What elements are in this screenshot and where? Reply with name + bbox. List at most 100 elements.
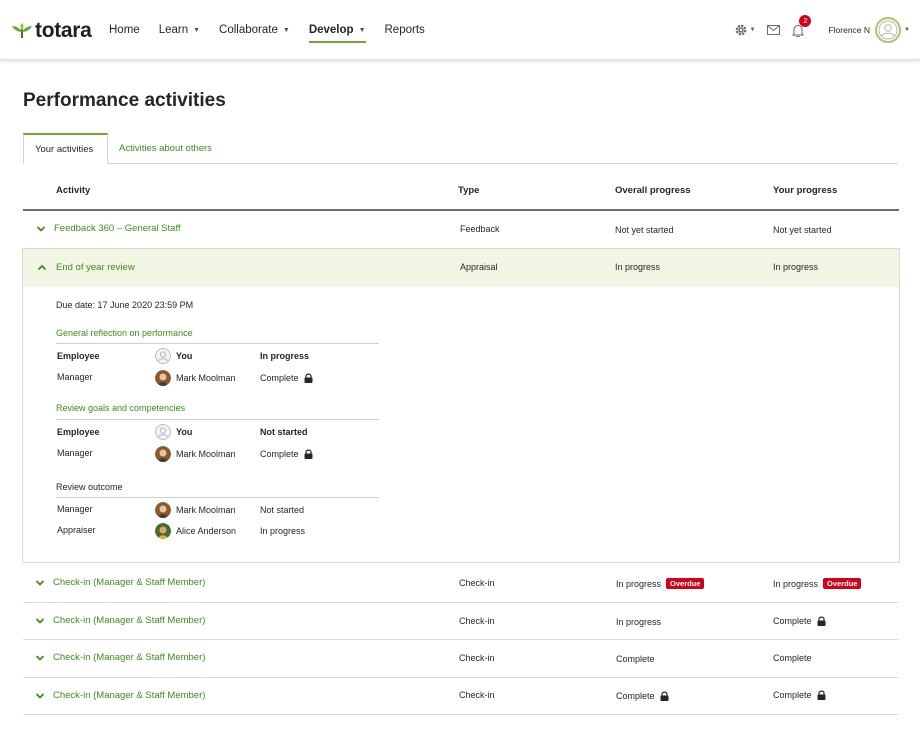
- participant-status: Not started: [260, 505, 305, 515]
- activity-link[interactable]: Check-in (Manager & Staff Member): [53, 652, 206, 663]
- caret-down-icon: ▼: [282, 26, 290, 34]
- header-divider: [23, 209, 899, 211]
- participant-name: Alice Anderson: [176, 526, 237, 536]
- nav-develop[interactable]: Develop ▼: [308, 0, 366, 60]
- column-header-overall-progress[interactable]: Overall progress: [615, 185, 691, 196]
- participant-name: Mark Moolman: [176, 505, 236, 515]
- totara-logo[interactable]: totara: [11, 18, 92, 44]
- activity-type: Appraisal: [460, 262, 498, 272]
- messages-button[interactable]: [767, 25, 781, 35]
- overall-progress: Complete: [616, 691, 655, 701]
- activity-link[interactable]: End of year review: [56, 262, 135, 273]
- nav-reports[interactable]: Reports: [385, 0, 425, 60]
- participant-role: Appraiser: [57, 525, 96, 535]
- your-progress: In progress: [773, 578, 819, 589]
- your-progress: Complete: [773, 616, 812, 626]
- top-navigation-bar: totara Home Learn ▼ Collaborate ▼ Develop ▼…: [0, 0, 920, 60]
- activity-tabs: Your activities Activities about others: [23, 133, 898, 164]
- nav-label: Learn: [158, 24, 189, 36]
- participant-name: Mark Moolman: [176, 449, 236, 459]
- tab-activities-about-others[interactable]: Activities about others: [119, 143, 212, 154]
- participant-status: In progress: [260, 526, 306, 536]
- avatar-icon: [155, 446, 171, 462]
- your-progress: In progress: [773, 262, 819, 272]
- avatar-icon[interactable]: [875, 17, 902, 43]
- your-progress: Complete: [773, 653, 812, 663]
- chevron-down-icon[interactable]: [36, 224, 46, 234]
- your-progress-wrap: In progress Overdue: [773, 578, 862, 589]
- overall-progress: In progress: [616, 578, 662, 589]
- column-header-type[interactable]: Type: [458, 185, 480, 196]
- expanded-row-header: [23, 249, 899, 287]
- activity-type: Feedback: [460, 224, 500, 234]
- avatar-icon: [155, 502, 171, 518]
- tab-your-activities[interactable]: Your activities: [23, 133, 108, 164]
- caret-down-icon: ▼: [904, 27, 910, 33]
- user-name[interactable]: Florence N: [828, 25, 871, 35]
- participant-status: Complete: [260, 449, 299, 459]
- activity-link[interactable]: Feedback 360 – General Staff: [54, 223, 181, 234]
- bell-icon: [792, 24, 805, 37]
- nav-learn[interactable]: Learn ▼: [159, 0, 200, 60]
- leaf-logo-icon: [12, 23, 32, 39]
- column-header-your-progress[interactable]: Your progress: [773, 185, 838, 196]
- column-header-activity[interactable]: Activity: [56, 185, 91, 196]
- activity-type: Check-in: [459, 578, 495, 588]
- overall-progress-wrap: Complete: [616, 691, 669, 701]
- your-progress-wrap: Complete: [773, 616, 826, 626]
- row-divider: [23, 714, 899, 715]
- logo-text: totara: [35, 19, 92, 42]
- activity-link[interactable]: Check-in (Manager & Staff Member): [53, 615, 206, 626]
- chevron-down-icon[interactable]: [35, 578, 45, 588]
- your-progress: Complete: [773, 690, 812, 700]
- settings-menu[interactable]: ▼: [734, 23, 756, 37]
- chevron-down-icon[interactable]: [35, 616, 45, 626]
- overall-progress: Complete: [616, 654, 655, 664]
- avatar-icon: [155, 523, 171, 539]
- participant-role: Manager: [57, 504, 93, 514]
- overall-progress: Not yet started: [615, 225, 674, 235]
- nav-label: Home: [109, 24, 140, 36]
- chevron-down-icon[interactable]: [35, 691, 45, 701]
- row-divider: [23, 639, 899, 640]
- nav-collaborate[interactable]: Collaborate ▼: [219, 0, 290, 60]
- overall-progress: In progress: [616, 617, 662, 627]
- section-divider: [56, 497, 379, 498]
- nav-label: Reports: [384, 24, 425, 36]
- due-date: Due date: 17 June 2020 23:59 PM: [56, 300, 194, 310]
- participant-status: Not started: [260, 427, 308, 437]
- nav-label: Collaborate: [219, 24, 278, 36]
- participant-name: You: [176, 351, 193, 361]
- lock-icon: [304, 373, 313, 383]
- participant-status: Complete: [260, 373, 299, 383]
- caret-down-icon: ▼: [749, 27, 756, 33]
- section-divider: [56, 343, 379, 344]
- gear-icon: [735, 24, 746, 36]
- avatar-icon: [155, 370, 171, 386]
- expanded-activity-panel: [22, 248, 900, 563]
- notifications-button[interactable]: 2: [792, 14, 812, 37]
- participant-role: Manager: [57, 448, 93, 458]
- participant-role: Manager: [57, 372, 93, 382]
- lock-icon: [817, 690, 826, 700]
- lock-icon: [660, 691, 669, 701]
- overall-progress: In progress: [615, 262, 661, 272]
- row-divider: [23, 677, 899, 678]
- nav-home[interactable]: Home: [109, 0, 140, 60]
- activity-type: Check-in: [459, 653, 495, 663]
- section-link-review-goals[interactable]: Review goals and competencies: [56, 403, 186, 413]
- caret-down-icon: ▼: [358, 26, 366, 34]
- avatar-icon: [155, 424, 171, 440]
- page-title: Performance activities: [23, 90, 226, 111]
- caret-down-icon: ▼: [193, 26, 201, 34]
- participant-name: You: [176, 427, 193, 437]
- chevron-down-icon[interactable]: [35, 653, 45, 663]
- your-progress-wrap: Complete: [773, 690, 826, 700]
- avatar-icon: [155, 348, 171, 364]
- chevron-up-icon[interactable]: [37, 263, 47, 273]
- activity-link[interactable]: Check-in (Manager & Staff Member): [53, 690, 206, 701]
- section-link-general-reflection[interactable]: General reflection on performance: [56, 328, 193, 338]
- activity-link[interactable]: Check-in (Manager & Staff Member): [53, 577, 206, 588]
- header-actions: ▼ 2 Florence N ▼: [722, 0, 910, 60]
- activity-type: Check-in: [459, 616, 495, 626]
